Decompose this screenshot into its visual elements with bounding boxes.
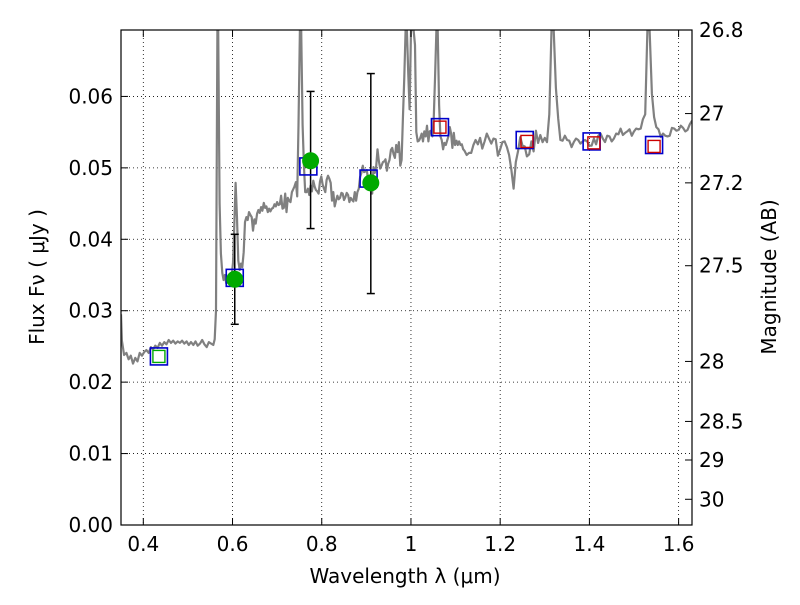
y2-tick-label: 29 [699,448,724,472]
model-photometry-square [644,135,664,155]
y-axis-label: Flux Fν ( μJy ) [25,209,49,345]
x-tick-label: 1.6 [663,532,695,556]
x-tick-label: 1 [405,532,418,556]
y-tick-label: 0.05 [68,156,113,180]
y2-tick-label: 28.5 [699,409,744,433]
y-tick-label: 0.02 [68,370,113,394]
y-tick-label: 0.06 [68,84,113,108]
observed-flux-point [302,152,320,170]
plot-frame [120,29,693,526]
y-tick-label: 0.01 [68,442,113,466]
y2-tick-label: 30 [699,487,724,511]
y-tick-label: 0.00 [68,513,113,537]
axis-ticks: 0.4 0.6 0.8 1 1.2 1.4 1.6 0.00 0.01 0.02 0.03 0.04 0… [68,18,743,556]
x-tick-label: 0.8 [306,532,338,556]
x-tick-label: 0.6 [217,532,249,556]
nondetection-marker [647,139,661,154]
x-tick-label: 1.4 [573,532,605,556]
y2-tick-label: 27.5 [699,254,744,278]
right-axis-label: Magnitude (AB) [757,199,781,354]
x-axis-label: Wavelength λ (μm) [309,564,500,588]
observed-flux-point [362,174,380,192]
grid-lines [121,30,692,526]
model-photometry-square [149,347,169,366]
data-layer [121,30,692,366]
nondetection-marker [152,349,166,364]
y-tick-label: 0.04 [68,227,113,251]
x-tick-label: 0.4 [127,532,159,556]
observed-flux-point [226,270,244,288]
y2-tick-label: 27.2 [699,171,744,195]
y-tick-label: 0.03 [68,299,113,323]
y2-tick-label: 28 [699,349,724,373]
y2-tick-label: 26.8 [699,18,744,42]
y2-tick-label: 27 [699,102,724,126]
nondetection-marker [587,136,601,150]
x-tick-label: 1.2 [484,532,516,556]
nondetection-marker [520,134,534,149]
model-photometry-square [430,117,450,137]
nondetection-marker [433,120,447,134]
